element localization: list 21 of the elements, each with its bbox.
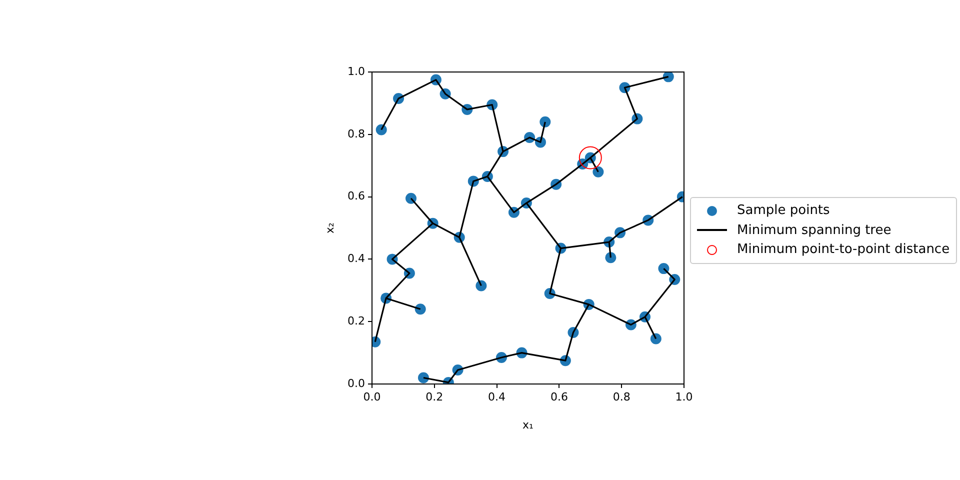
x-tick-label: 0.4 — [488, 390, 506, 404]
legend-label: Minimum point-to-point distance — [737, 242, 950, 258]
y-tick-label: 0.2 — [348, 314, 365, 328]
y-tick-label: 0.4 — [348, 252, 365, 266]
x-tick-label: 0.6 — [550, 390, 568, 404]
x-tick-label: 0.2 — [426, 390, 444, 404]
x-tick-label: 0.8 — [612, 390, 630, 404]
point — [658, 263, 670, 274]
point — [578, 146, 602, 170]
x-tick-label: 0.0 — [363, 390, 381, 404]
x-tick-label: 1.0 — [675, 390, 693, 404]
x-axis-title: x₁ — [522, 418, 534, 432]
y-tick-label: 0.8 — [348, 127, 365, 140]
legend-label: Minimum spanning tree — [737, 222, 892, 238]
y-tick-label: 1.0 — [348, 64, 365, 78]
y-tick-label: 0.6 — [348, 190, 365, 203]
legend-label: Sample points — [737, 203, 830, 218]
y-tick-label: 0.0 — [348, 376, 365, 390]
point — [662, 72, 674, 82]
y-axis-title: x₂ — [323, 222, 336, 234]
point — [650, 333, 662, 344]
